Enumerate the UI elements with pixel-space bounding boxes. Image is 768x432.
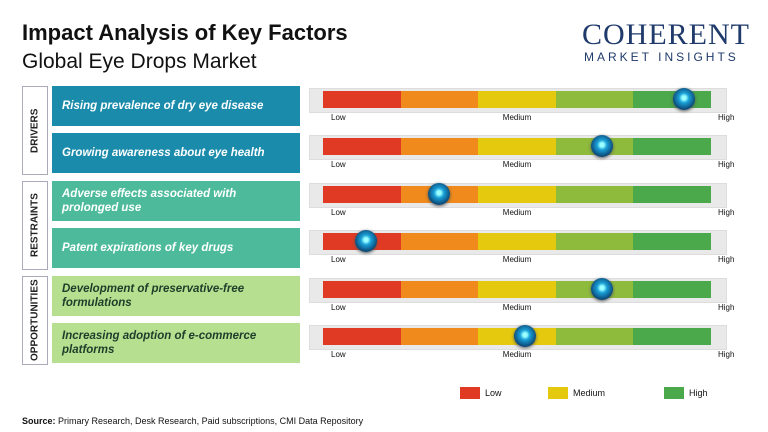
- scale-segment: [400, 138, 479, 155]
- impact-knob: [591, 135, 614, 157]
- tick-label: Low: [331, 303, 346, 312]
- scale-segment: [555, 91, 634, 108]
- factor-label: Development of preservative-free formula…: [52, 276, 300, 316]
- tick-label: Low: [331, 160, 346, 169]
- tick-label: High: [718, 255, 735, 264]
- impact-knob: [428, 183, 451, 205]
- tick-label: Low: [331, 255, 346, 264]
- scale-segment: [323, 138, 401, 155]
- scale-segment: [633, 186, 711, 203]
- group-label: DRIVERS: [22, 86, 48, 175]
- tick-label: Medium: [502, 303, 532, 312]
- legend-label: Medium: [573, 388, 606, 398]
- scale-segment: [323, 328, 401, 345]
- scale-segment: [633, 233, 711, 250]
- scale-segment: [478, 233, 556, 250]
- group-label: RESTRAINTS: [22, 181, 48, 270]
- scale-segment: [555, 233, 634, 250]
- tick-label: Medium: [502, 113, 532, 122]
- factor-label: Rising prevalence of dry eye disease: [52, 86, 300, 126]
- legend-swatch: [548, 387, 568, 399]
- scale-segment: [400, 233, 479, 250]
- tick-label: Low: [331, 208, 346, 217]
- logo: COHERENT: [582, 18, 750, 51]
- factor-label: Adverse effects associated with prolonge…: [52, 181, 300, 221]
- legend-swatch: [460, 387, 480, 399]
- scale-segment: [555, 328, 634, 345]
- tick-label: Medium: [502, 160, 532, 169]
- scale-segment: [478, 91, 556, 108]
- tick-label: Medium: [502, 350, 532, 359]
- tick-label: Medium: [502, 255, 532, 264]
- impact-knob: [354, 230, 377, 252]
- group-label: OPPORTUNITIES: [22, 276, 48, 365]
- scale-segment: [633, 328, 711, 345]
- scale-segment: [400, 91, 479, 108]
- scale-segment: [323, 186, 401, 203]
- scale-segment: [478, 281, 556, 298]
- legend-swatch: [664, 387, 684, 399]
- impact-knob: [513, 325, 536, 347]
- tick-label: Low: [331, 113, 346, 122]
- scale-segment: [400, 281, 479, 298]
- tick-label: High: [718, 303, 735, 312]
- tick-label: High: [718, 160, 735, 169]
- factor-label: Patent expirations of key drugs: [52, 228, 300, 268]
- scale-segment: [478, 186, 556, 203]
- impact-knob: [591, 278, 614, 300]
- factor-label: Increasing adoption of e-commerce platfo…: [52, 323, 300, 363]
- scale-segment: [478, 138, 556, 155]
- legend-label: Low: [485, 388, 502, 398]
- logo-sub: MARKET INSIGHTS: [584, 50, 739, 64]
- source: Source: Primary Research, Desk Research,…: [22, 416, 363, 426]
- tick-label: High: [718, 208, 735, 217]
- scale-segment: [633, 138, 711, 155]
- factor-label: Growing awareness about eye health: [52, 133, 300, 173]
- title: Impact Analysis of Key Factors: [22, 20, 348, 45]
- tick-label: Medium: [502, 208, 532, 217]
- subtitle: Global Eye Drops Market: [22, 50, 257, 73]
- impact-knob: [672, 88, 695, 110]
- scale-segment: [323, 91, 401, 108]
- scale-segment: [555, 186, 634, 203]
- tick-label: Low: [331, 350, 346, 359]
- source-label: Source:: [22, 416, 56, 426]
- legend-label: High: [689, 388, 708, 398]
- scale-segment: [633, 281, 711, 298]
- scale-segment: [323, 281, 401, 298]
- tick-label: High: [718, 350, 735, 359]
- source-text: Primary Research, Desk Research, Paid su…: [58, 416, 364, 426]
- tick-label: High: [718, 113, 735, 122]
- scale-segment: [400, 328, 479, 345]
